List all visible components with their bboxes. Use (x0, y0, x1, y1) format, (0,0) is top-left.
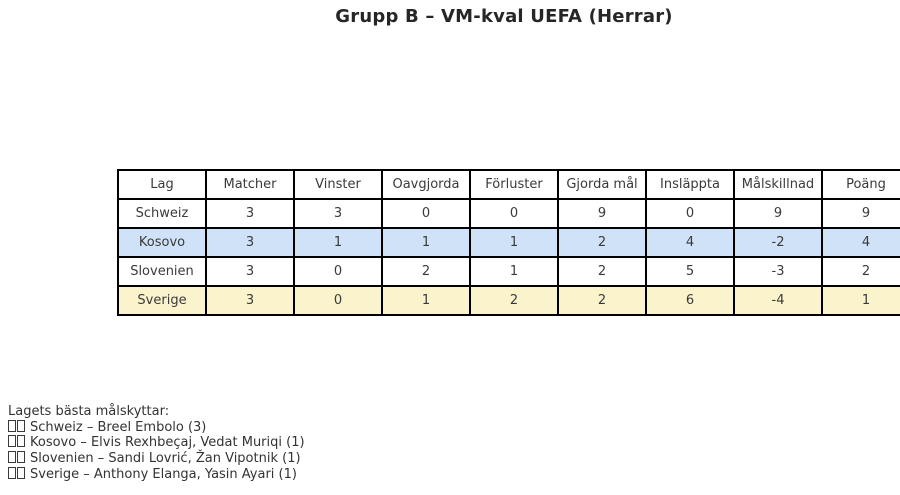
scorer-text: Kosovo – Elvis Rexhbeçaj, Vedat Muriqi (… (30, 435, 305, 451)
col-header-poang: Poäng (821, 169, 900, 200)
table-row-sverige: Sverige 3 0 1 2 2 6 -4 1 (117, 285, 900, 316)
stat-cell: -3 (733, 256, 823, 287)
stat-cell: -2 (733, 227, 823, 258)
stat-cell: 1 (469, 227, 559, 258)
stat-cell: 0 (469, 198, 559, 229)
stat-cell: 0 (293, 285, 383, 316)
col-header-forluster: Förluster (469, 169, 559, 200)
flag-placeholder-icon (8, 466, 26, 483)
flag-placeholder-icon (8, 451, 26, 467)
team-cell: Sverige (117, 285, 207, 316)
table-row-kosovo: Kosovo 3 1 1 1 2 4 -2 4 (117, 227, 900, 258)
stat-cell: 1 (293, 227, 383, 258)
stat-cell: 6 (645, 285, 735, 316)
stat-cell: 2 (557, 256, 647, 287)
scorer-line-kosovo: Kosovo – Elvis Rexhbeçaj, Vedat Muriqi (… (8, 435, 305, 451)
team-cell: Slovenien (117, 256, 207, 287)
scorer-text: Slovenien – Sandi Lovrić, Žan Vipotnik (… (30, 451, 301, 467)
scorers-heading: Lagets bästa målskyttar: (8, 404, 170, 419)
stat-cell: 3 (205, 198, 295, 229)
stat-cell: 2 (557, 227, 647, 258)
stat-cell: 0 (645, 198, 735, 229)
page-title: Grupp B – VM-kval UEFA (Herrar) (335, 6, 673, 27)
stat-cell: 4 (645, 227, 735, 258)
stat-cell: 2 (381, 256, 471, 287)
col-header-oavgjorda: Oavgjorda (381, 169, 471, 200)
scorer-text: Schweiz – Breel Embolo (3) (30, 419, 207, 435)
stat-cell: 5 (645, 256, 735, 287)
stat-cell: 0 (381, 198, 471, 229)
stat-cell: 2 (821, 256, 900, 287)
col-header-inslappta: Insläppta (645, 169, 735, 200)
flag-placeholder-icon (8, 435, 26, 451)
table-row-schweiz: Schweiz 3 3 0 0 9 0 9 9 (117, 198, 900, 229)
col-header-lag: Lag (117, 169, 207, 200)
scorer-line-sverige: Sverige – Anthony Elanga, Yasin Ayari (1… (8, 466, 305, 483)
stat-cell: 9 (821, 198, 900, 229)
scorer-line-slovenien: Slovenien – Sandi Lovrić, Žan Vipotnik (… (8, 451, 305, 467)
col-header-vinster: Vinster (293, 169, 383, 200)
stat-cell: 1 (381, 227, 471, 258)
header-row: Lag Matcher Vinster Oavgjorda Förluster … (117, 169, 900, 200)
stat-cell: 1 (381, 285, 471, 316)
stat-cell: 9 (557, 198, 647, 229)
stat-cell: 9 (733, 198, 823, 229)
stat-cell: 4 (821, 227, 900, 258)
stat-cell: 3 (205, 256, 295, 287)
stat-cell: -4 (733, 285, 823, 316)
standings-table: Lag Matcher Vinster Oavgjorda Förluster … (117, 169, 900, 316)
stat-cell: 1 (469, 256, 559, 287)
stat-cell: 1 (821, 285, 900, 316)
stat-cell: 2 (557, 285, 647, 316)
table-row-slovenien: Slovenien 3 0 2 1 2 5 -3 2 (117, 256, 900, 287)
top-scorers-section: Lagets bästa målskyttar: Schweiz – Breel… (8, 404, 305, 483)
scorer-line-schweiz: Schweiz – Breel Embolo (3) (8, 419, 305, 436)
scorer-text: Sverige – Anthony Elanga, Yasin Ayari (1… (30, 466, 297, 482)
flag-placeholder-icon (8, 419, 26, 436)
stat-cell: 2 (469, 285, 559, 316)
stat-cell: 0 (293, 256, 383, 287)
team-cell: Schweiz (117, 198, 207, 229)
col-header-malskillnad: Målskillnad (733, 169, 823, 200)
stat-cell: 3 (293, 198, 383, 229)
stat-cell: 3 (205, 285, 295, 316)
team-cell: Kosovo (117, 227, 207, 258)
col-header-gjorda-mal: Gjorda mål (557, 169, 647, 200)
stat-cell: 3 (205, 227, 295, 258)
col-header-matcher: Matcher (205, 169, 295, 200)
